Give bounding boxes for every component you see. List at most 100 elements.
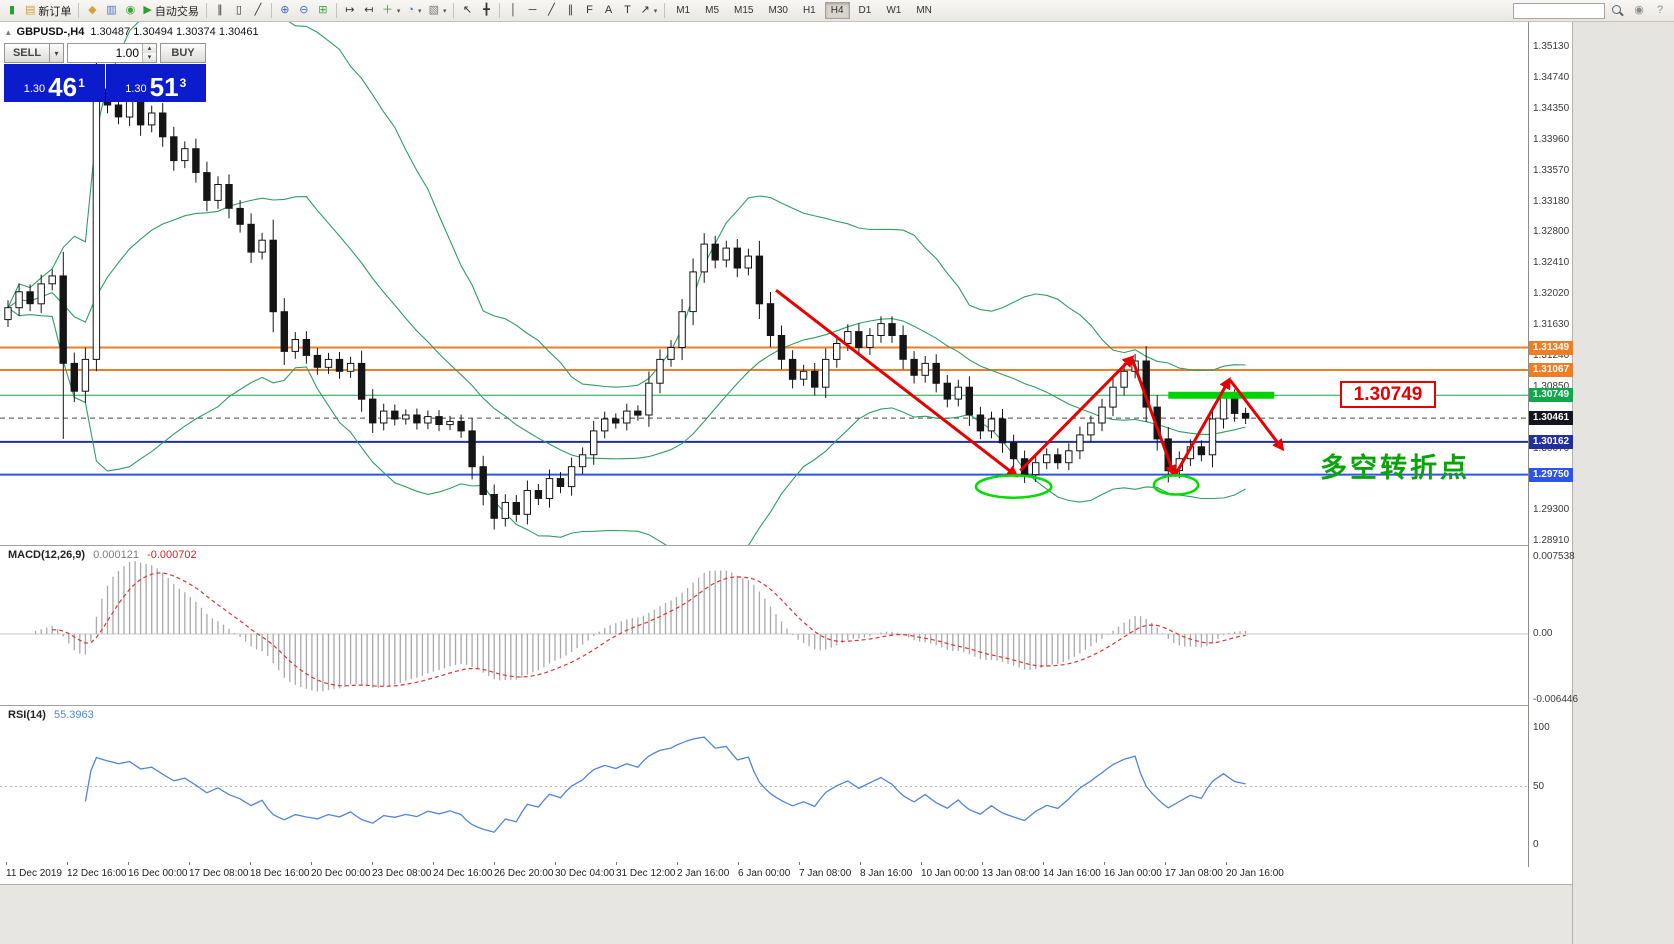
panel-separator[interactable]: [0, 545, 1572, 546]
candle: [567, 457, 576, 496]
app-icon[interactable]: ▮: [3, 2, 21, 20]
volume-up-button[interactable]: ▴: [143, 44, 156, 53]
chevron-down-icon[interactable]: ▾: [396, 7, 401, 15]
timeframe-h1-button[interactable]: H1: [802, 5, 816, 16]
templates-icon[interactable]: ▧ ▾: [426, 2, 450, 20]
horizontal-line-icon: ─: [528, 4, 537, 16]
candle: [1098, 398, 1106, 432]
candle: [37, 274, 45, 313]
tile-windows-icon[interactable]: ⊞: [314, 2, 332, 20]
market-watch-icon[interactable]: ◆: [83, 2, 101, 20]
candle: [26, 284, 34, 312]
timeframe-m1-button[interactable]: M1: [676, 5, 691, 16]
fibonacci-icon: F: [586, 4, 593, 16]
arrows-tool-icon[interactable]: ↗ ▾: [637, 2, 660, 20]
data-window-icon[interactable]: ▥: [102, 2, 120, 20]
cursor-icon[interactable]: ↖: [458, 2, 476, 20]
sell-price-pips: 46: [48, 72, 78, 102]
channel-icon[interactable]: ∥: [561, 2, 579, 20]
toolbar-button-label: 自动交易: [154, 5, 199, 18]
price-scale[interactable]: 1.35130 1.34740 1.34350 1.33960 1.33570 1.331…: [1528, 22, 1578, 867]
channel-icon: ∥: [567, 4, 574, 16]
time-axis[interactable]: 11 Dec 2019 12 Dec 16:00 16 Dec 00:00 17 De…: [0, 862, 1572, 884]
sell-price-display[interactable]: 1.30 46 1: [4, 64, 105, 102]
chevron-down-icon[interactable]: ▾: [418, 7, 422, 15]
line-chart-icon[interactable]: ╱: [249, 2, 267, 20]
timeframe-m15-button[interactable]: M15: [734, 5, 754, 16]
search-button[interactable]: [1608, 2, 1627, 20]
zoom-out-icon[interactable]: ⊖: [295, 2, 313, 20]
help-icon[interactable]: ?: [1651, 2, 1669, 20]
autotrading-button[interactable]: ▶ 自动交易: [140, 2, 201, 20]
toolbar-divider: [78, 3, 80, 18]
toolbar-divider: [270, 3, 272, 18]
candle: [1076, 426, 1084, 460]
candle: [678, 299, 686, 361]
candle: [225, 174, 233, 219]
zoom-in-icon[interactable]: ⊕: [276, 2, 294, 20]
price-callout-box[interactable]: 1.30749: [1340, 381, 1436, 408]
panel-separator[interactable]: [0, 705, 1572, 706]
trendline-icon[interactable]: ╱: [542, 2, 560, 20]
indicators-icon: ＋: [381, 4, 393, 16]
new-order-button[interactable]: ▤ 新订单: [22, 2, 74, 20]
autoscroll-icon[interactable]: ↦: [341, 2, 359, 20]
price-tick: 1.28910: [1533, 535, 1570, 547]
bottom-fill: [0, 884, 1572, 944]
price-tick: 1.30850: [1533, 381, 1570, 393]
text-icon[interactable]: A: [599, 2, 617, 20]
timeframe-d1-button[interactable]: D1: [858, 5, 872, 16]
candle: [1120, 363, 1128, 396]
timeframe-m30-button[interactable]: M30: [768, 5, 788, 16]
time-tick: [311, 862, 312, 865]
macd-scale-tick: 0.00: [1533, 628, 1553, 639]
price-chart[interactable]: [0, 22, 1528, 545]
timeframe-w1-button[interactable]: W1: [886, 5, 902, 16]
trend-arrow[interactable]: [1174, 376, 1231, 475]
candle: [910, 351, 918, 384]
crosshair-icon[interactable]: ╋: [477, 2, 495, 20]
search-input[interactable]: [1513, 2, 1605, 19]
volume-down-button[interactable]: ▾: [143, 53, 156, 62]
label-icon[interactable]: T: [618, 2, 636, 20]
fibonacci-icon[interactable]: F: [580, 2, 598, 20]
terminal-icon[interactable]: ◉: [121, 2, 139, 20]
timeframe-m5-button[interactable]: M5: [705, 5, 720, 16]
buy-button[interactable]: BUY: [160, 43, 206, 63]
chart-shift-icon[interactable]: ↤: [360, 2, 378, 20]
rsi-panel[interactable]: [0, 705, 1528, 862]
candle: [413, 408, 421, 430]
candle: [269, 219, 277, 333]
periods-icon[interactable]: ◔ ▾: [404, 2, 424, 20]
reversal-ellipse[interactable]: [1152, 474, 1200, 496]
market-watch-icon: ◆: [88, 4, 97, 16]
sell-button[interactable]: SELL: [4, 43, 50, 63]
vertical-line-icon[interactable]: │: [504, 2, 522, 20]
time-label: 26 Dec 20:00: [494, 868, 554, 879]
toolbar-items: ▮ ▤ 新订单 ◆ ▥ ◉ ▶ 自动交易 ∥ ▯ ╱ ⊕ ⊖ ⊞ ↦ ↤ ＋ ▾ ◔ ▾ ▧ ▾ ↖ ╋ │ ─ ╱ ∥ F A T ↗ ▾ M1…: [3, 0, 939, 22]
trend-arrow[interactable]: [1130, 357, 1177, 478]
horizontal-line-icon[interactable]: ─: [523, 2, 541, 20]
community-icon[interactable]: ◉: [1630, 2, 1648, 20]
trend-arrow[interactable]: [1019, 355, 1135, 472]
price-tick: 1.32410: [1533, 257, 1570, 269]
timeframe-h4-button[interactable]: H4: [824, 2, 850, 19]
volume-input[interactable]: [68, 44, 142, 62]
horizontal-levels[interactable]: [0, 346, 1528, 476]
order-options-dropdown[interactable]: ▾: [50, 43, 64, 63]
trend-arrow[interactable]: [1228, 379, 1285, 452]
timeframe-mn-button[interactable]: MN: [916, 5, 932, 16]
reversal-ellipse[interactable]: [974, 474, 1053, 499]
candlestick-chart-icon[interactable]: ▯: [230, 2, 248, 20]
buy-price-display[interactable]: 1.30 51 3: [105, 64, 206, 102]
bar-chart-icon[interactable]: ∥: [211, 2, 229, 20]
trend-arrow[interactable]: [775, 289, 1019, 478]
indicators-icon[interactable]: ＋ ▾: [379, 2, 404, 20]
turning-point-note[interactable]: 多空转折点: [1320, 453, 1470, 483]
candle: [534, 484, 543, 505]
help-glyph-icon: ?: [1656, 4, 1664, 16]
candle: [424, 410, 432, 430]
chevron-down-icon[interactable]: ▾: [653, 7, 658, 15]
macd-panel[interactable]: [0, 545, 1528, 705]
chevron-down-icon[interactable]: ▾: [442, 7, 447, 15]
